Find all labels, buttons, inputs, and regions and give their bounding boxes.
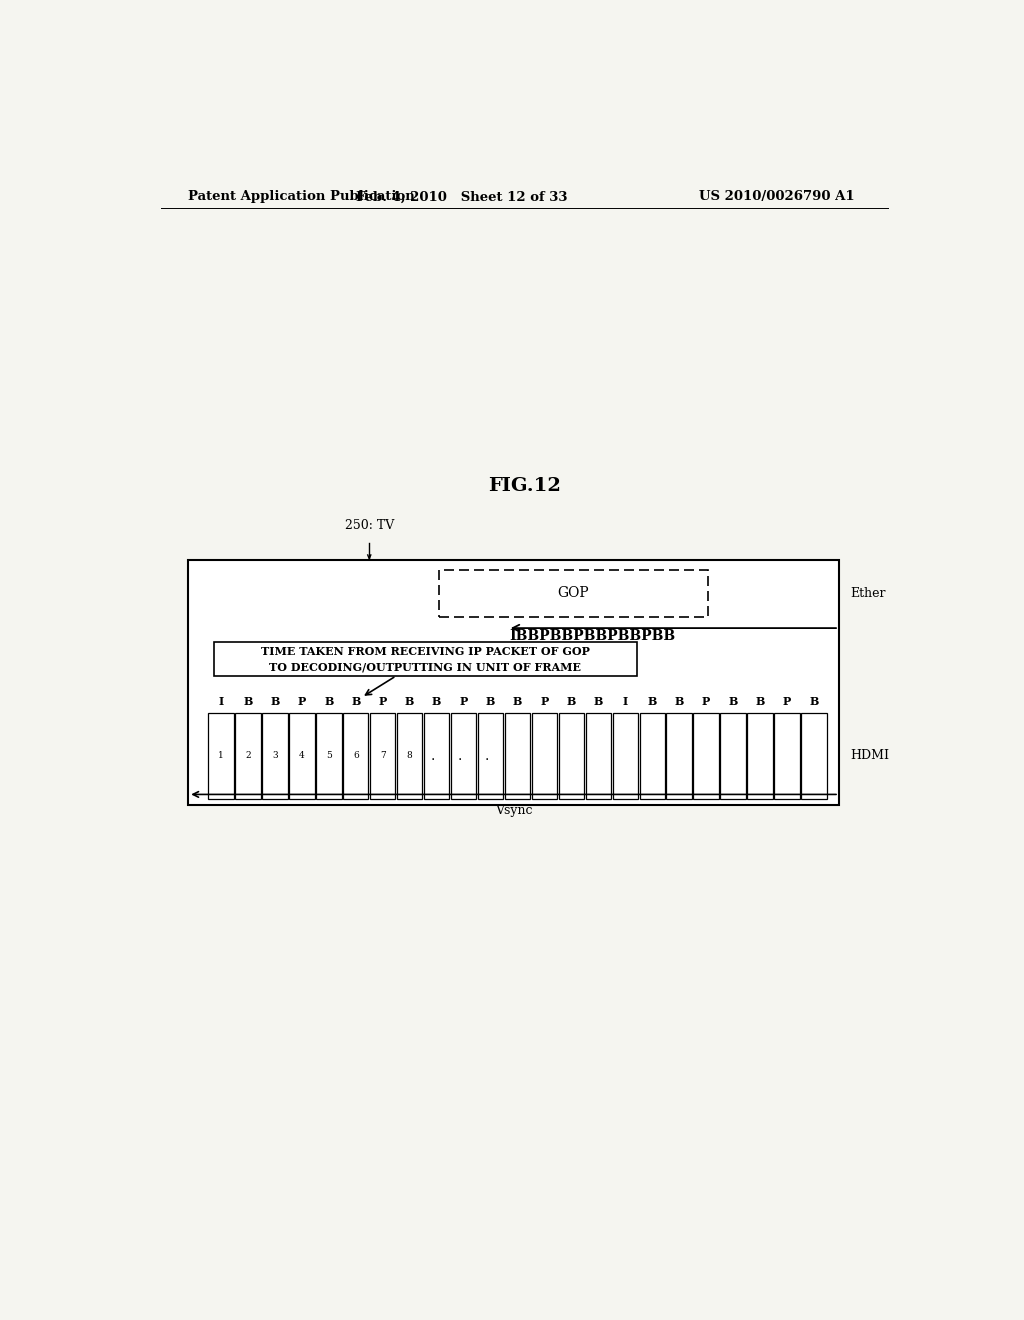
Text: 6: 6 [353,751,358,760]
Text: B: B [325,696,334,706]
Bar [343,713,369,799]
Bar [208,713,233,799]
Bar [478,713,503,799]
Text: P: P [541,696,549,706]
Bar [748,713,773,799]
Text: 2: 2 [245,751,251,760]
Text: TIME TAKEN FROM RECEIVING IP PACKET OF GOP: TIME TAKEN FROM RECEIVING IP PACKET OF G… [261,645,590,657]
Text: B: B [432,696,441,706]
Text: P: P [460,696,468,706]
Text: Vsync: Vsync [495,804,532,817]
Text: 4: 4 [299,751,305,760]
Bar [262,713,288,799]
Text: I: I [623,696,628,706]
Text: Patent Application Publication: Patent Application Publication [188,190,415,203]
Text: B: B [756,696,765,706]
Text: P: P [702,696,711,706]
Text: 3: 3 [272,751,278,760]
Text: B: B [647,696,657,706]
Text: B: B [270,696,280,706]
Text: IBBPBBPBBPBBPBB: IBBPBBPBBPBBPBB [510,628,676,643]
Text: FIG.12: FIG.12 [488,477,561,495]
Text: HDMI: HDMI [851,750,890,763]
Text: B: B [351,696,360,706]
Text: P: P [379,696,387,706]
Bar [236,713,261,799]
Bar [505,713,530,799]
Bar [438,570,708,616]
Text: US 2010/0026790 A1: US 2010/0026790 A1 [698,190,854,203]
Text: 8: 8 [407,751,413,760]
Text: 1: 1 [218,751,224,760]
Bar [667,713,692,799]
Bar [586,713,611,799]
Bar [214,642,637,676]
Text: .: . [458,748,462,763]
Text: B: B [513,696,522,706]
Bar [316,713,342,799]
Text: Ether: Ether [851,587,886,601]
Bar [774,713,800,799]
Text: B: B [728,696,737,706]
Text: P: P [783,696,792,706]
Bar [531,713,557,799]
Text: GOP: GOP [557,586,589,601]
Bar [370,713,395,799]
Text: .: . [430,748,435,763]
Text: TO DECODING/OUTPUTTING IN UNIT OF FRAME: TO DECODING/OUTPUTTING IN UNIT OF FRAME [269,661,582,672]
Bar [188,561,839,805]
Bar [559,713,584,799]
Bar [640,713,665,799]
Text: 7: 7 [380,751,386,760]
Bar [693,713,719,799]
Text: B: B [406,696,415,706]
Bar [397,713,422,799]
Text: 5: 5 [326,751,332,760]
Text: B: B [675,696,684,706]
Text: Feb. 4, 2010   Sheet 12 of 33: Feb. 4, 2010 Sheet 12 of 33 [356,190,567,203]
Bar [612,713,638,799]
Bar [801,713,826,799]
Bar [424,713,450,799]
Text: .: . [484,748,488,763]
Text: B: B [594,696,603,706]
Text: B: B [566,696,577,706]
Text: B: B [244,696,253,706]
Text: 250: TV: 250: TV [345,519,394,532]
Bar [451,713,476,799]
Text: B: B [809,696,818,706]
Text: I: I [218,696,223,706]
Text: B: B [485,696,496,706]
Text: P: P [298,696,306,706]
Bar [289,713,314,799]
Bar [720,713,745,799]
